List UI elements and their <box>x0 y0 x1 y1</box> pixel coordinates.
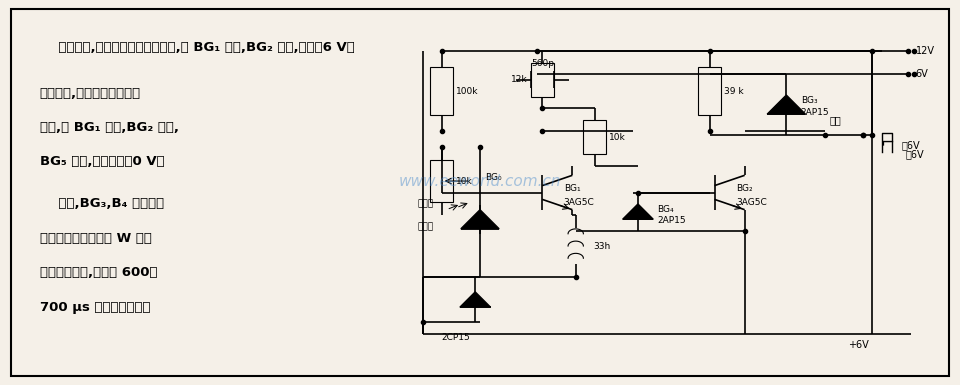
Text: 3AG5C: 3AG5C <box>736 198 767 207</box>
Text: 12V: 12V <box>916 46 934 56</box>
Text: 二极管: 二极管 <box>418 223 434 231</box>
Text: 图中,BG₃,B₄ 起反向电: 图中,BG₃,B₄ 起反向电 <box>39 198 164 211</box>
Text: －6V: －6V <box>901 140 920 150</box>
Bar <box>584 120 607 154</box>
Text: 700 μs 即可正常工作。: 700 μs 即可正常工作。 <box>39 301 150 314</box>
Text: +6V: +6V <box>849 340 870 350</box>
Text: 2AP15: 2AP15 <box>801 108 829 117</box>
FancyBboxPatch shape <box>11 9 949 376</box>
Text: BG₀: BG₀ <box>485 173 501 182</box>
Polygon shape <box>460 292 491 307</box>
Text: BG₅ 截止,输出近似为0 V。: BG₅ 截止,输出近似为0 V。 <box>39 156 164 168</box>
Text: 锗光敏: 锗光敏 <box>418 199 434 208</box>
Text: 39 k: 39 k <box>724 87 744 96</box>
Text: ⌐: ⌐ <box>880 134 894 152</box>
Text: 阻值,使 BG₁ 截止,BG₂ 导通,: 阻值,使 BG₁ 截止,BG₂ 导通, <box>39 121 179 134</box>
Text: BG₂: BG₂ <box>736 184 753 193</box>
Text: www.eeworld.com.cn: www.eeworld.com.cn <box>398 174 562 189</box>
Polygon shape <box>623 204 653 219</box>
Text: 无光照时,锗光敏二极管呈高阻值,使 BG₁ 饱和,BG₂ 截止,输出－6 V。: 无光照时,锗光敏二极管呈高阻值,使 BG₁ 饱和,BG₂ 截止,输出－6 V。 <box>39 41 354 54</box>
Text: 受光照时,锗光敏二极管呈低: 受光照时,锗光敏二极管呈低 <box>39 87 141 100</box>
Text: 10k: 10k <box>610 132 626 142</box>
Text: 12k: 12k <box>512 75 528 84</box>
Polygon shape <box>461 210 499 229</box>
Text: 压保护作用。电位器 W 调节: 压保护作用。电位器 W 调节 <box>39 232 152 245</box>
Text: 33h: 33h <box>593 241 611 251</box>
Text: －6V: －6V <box>906 149 924 159</box>
Text: 6V: 6V <box>916 69 928 79</box>
Text: 100k: 100k <box>456 87 479 96</box>
Text: BG₃: BG₃ <box>801 96 817 105</box>
Text: BG₄: BG₄ <box>657 205 674 214</box>
Text: 2CP15: 2CP15 <box>442 333 470 342</box>
Text: 2AP15: 2AP15 <box>657 216 685 224</box>
Bar <box>430 161 453 202</box>
Text: 3AG5C: 3AG5C <box>564 198 594 207</box>
Bar <box>531 62 554 97</box>
Text: 560p: 560p <box>531 59 554 68</box>
Text: 10k: 10k <box>456 177 473 186</box>
Text: BG₁: BG₁ <box>564 184 581 193</box>
Polygon shape <box>767 95 805 114</box>
Text: 输出: 输出 <box>829 115 841 125</box>
Text: 输出波形宽度,一般为 600～: 输出波形宽度,一般为 600～ <box>39 266 157 279</box>
Bar <box>698 67 721 115</box>
Bar <box>430 67 453 115</box>
